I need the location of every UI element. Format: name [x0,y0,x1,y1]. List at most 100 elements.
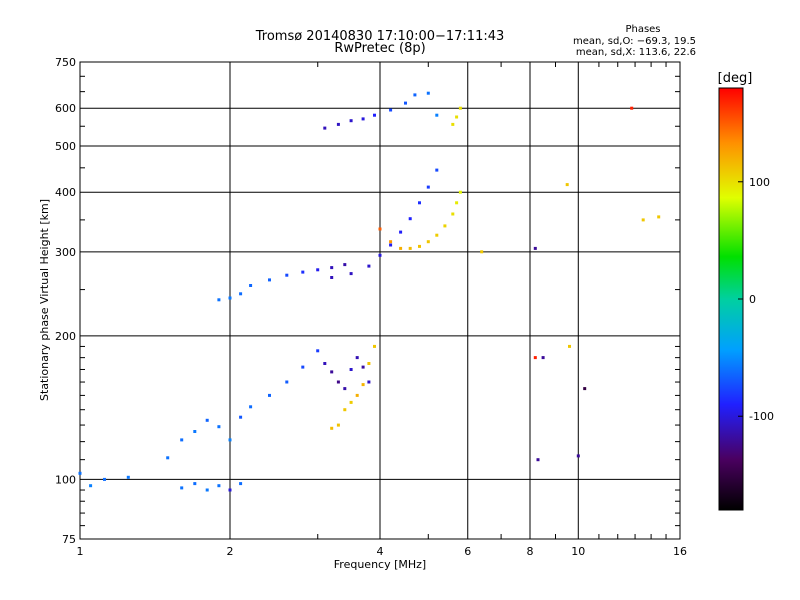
data-point [193,482,197,486]
data-point [205,488,209,492]
data-point [630,106,634,110]
y-tick-label: 400 [55,186,76,199]
data-points [78,91,661,492]
data-point [373,113,376,117]
data-point [103,477,106,481]
data-point [285,273,289,277]
x-tick-label: 6 [464,545,471,558]
data-point [408,246,412,250]
data-point [355,356,359,360]
data-point [399,230,403,234]
data-point [378,227,382,231]
data-point [343,387,347,391]
data-point [336,423,340,427]
x-tick-label: 10 [571,545,585,558]
data-point [249,405,253,409]
data-point [418,244,421,248]
data-point [330,266,334,270]
data-point [343,263,347,267]
x-tick-label: 16 [673,545,687,558]
y-tick-label: 600 [55,102,76,115]
data-point [389,243,393,247]
data-point [367,380,371,384]
data-point [330,426,334,430]
colorbar-tick-label: -100 [749,410,774,423]
data-point [435,168,439,172]
y-axis-label: Stationary phase Virtual Height [km] [38,199,51,401]
data-point [533,246,537,250]
data-point [323,362,327,365]
data-point [343,408,347,412]
colorbar-tick-label: 0 [749,293,756,306]
y-tick-label: 300 [55,246,76,259]
data-point [239,482,243,486]
data-point [435,233,439,237]
data-point [536,458,540,462]
y-tick-label: 750 [55,56,76,69]
x-tick-label: 2 [227,545,234,558]
data-point [426,240,430,244]
y-tick-label: 100 [55,473,76,486]
data-point [180,486,184,490]
data-point [316,268,320,272]
data-point [426,185,430,189]
phase-stats-heading: Phases [625,24,660,35]
data-point [641,218,645,222]
data-point [361,365,365,369]
data-point [455,201,459,205]
x-axis-label: Frequency [MHz] [334,558,426,571]
data-point [451,122,455,126]
y-tick-label: 500 [55,140,76,153]
data-point [399,246,403,250]
data-point [330,276,334,279]
data-point [239,415,243,419]
grid-lines [80,62,680,539]
data-point [228,296,232,300]
data-point [389,240,393,244]
chart-title: Tromsø 20140830 17:10:00−17:11:43 [255,29,505,44]
data-point [268,278,271,282]
colorbar-label: [deg] [718,71,753,86]
data-point [435,113,439,117]
data-point [367,264,371,268]
data-point [336,122,340,126]
data-point [418,201,421,205]
chart-subtitle: RwPretec (8p) [334,41,425,56]
data-point [367,362,371,365]
data-point [568,344,571,348]
data-point [533,356,537,360]
data-point [268,393,271,397]
data-point [217,425,221,429]
data-point [576,454,580,458]
data-point [413,93,417,97]
data-point [349,368,353,371]
data-point [583,387,587,391]
data-point [349,119,353,123]
data-point [193,430,197,433]
colorbar-ticks: 100 0 -100 [738,176,774,423]
data-point [205,418,209,422]
data-point [451,212,455,216]
data-point [249,284,253,287]
data-point [301,270,305,274]
data-point [443,224,447,228]
data-point [316,349,320,353]
data-point [541,356,545,360]
data-point [166,456,170,460]
y-tick-label: 75 [62,533,76,546]
phase-stats-x: mean, sd,X: 113.6, 22.6 [576,47,696,58]
x-tick-label: 1 [77,545,84,558]
data-point [330,370,334,374]
data-point [373,344,376,348]
data-point [480,250,484,254]
data-point [285,380,289,384]
data-point [426,91,430,95]
data-point [355,393,359,397]
data-point [217,484,221,488]
data-point [239,292,243,296]
data-point [361,117,365,121]
data-point [89,484,93,488]
x-tick-label: 8 [527,545,534,558]
colorbar-tick-label: 100 [749,176,770,189]
data-point [458,106,462,110]
